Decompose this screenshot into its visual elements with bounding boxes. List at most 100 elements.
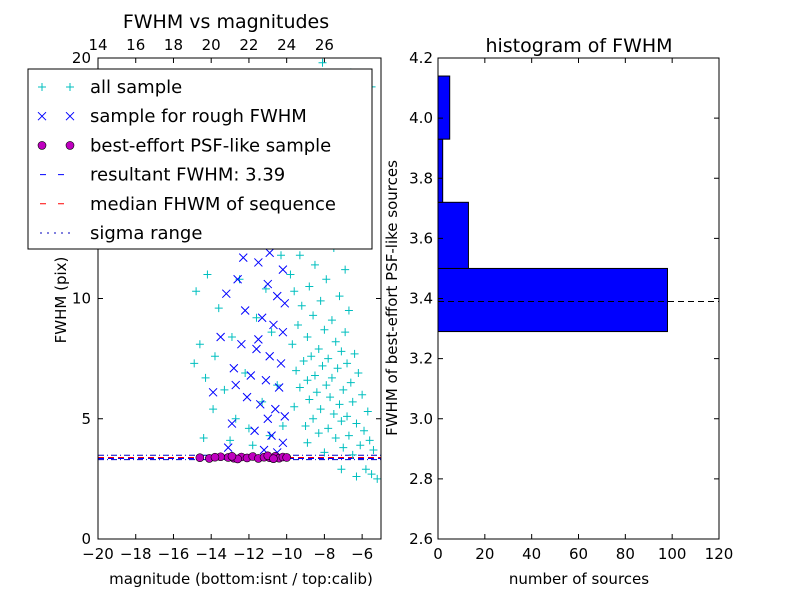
legend-label-2: best-effort PSF-like sample [90, 135, 331, 156]
legend-marker-2 [65, 141, 75, 150]
scatter-panel: FWHM vs magnitudes 14 16 18 20 22 24 26 −20 −18… [27, 11, 382, 588]
scatter-point-x [280, 298, 290, 308]
histogram-x-tick-label: 0 [433, 545, 443, 563]
scatter-y-tick-label: 20 [72, 49, 91, 67]
scatter-point-plus [248, 441, 257, 450]
scatter-point-plus [199, 433, 208, 442]
histogram-y-tick-label: 3.6 [409, 229, 433, 247]
scatter-point-x [216, 332, 225, 342]
scatter-point-plus [318, 58, 327, 67]
scatter-point-x [274, 383, 284, 392]
scatter-point-plus [299, 357, 308, 366]
histogram-bar [437, 267, 668, 333]
scatter-x-tick-label: −18 [120, 545, 152, 563]
scatter-point-x [261, 375, 271, 385]
histogram-y-tick-label: 3.0 [409, 410, 433, 428]
scatter-point-x [278, 265, 288, 274]
scatter-point-plus [360, 426, 369, 435]
scatter-point-plus [333, 364, 342, 373]
scatter-x-ticks: −20 −18 −16 −14 −12 −10 −8 −6 [82, 534, 373, 563]
scatter-point-circle [269, 454, 278, 463]
scatter-point-plus [354, 369, 363, 378]
scatter-point-plus [348, 450, 357, 459]
histogram-bar [437, 138, 444, 203]
scatter-point-plus [327, 373, 336, 382]
scatter-point-x [242, 392, 252, 402]
scatter-point-plus [312, 388, 321, 397]
scatter-point-x [233, 274, 242, 284]
scatter-point-plus [278, 421, 287, 430]
scatter-point-plus [314, 345, 323, 354]
scatter-x-label: magnitude (bottom:isnt / top:calib) [109, 570, 373, 588]
scatter-point-plus [348, 397, 357, 406]
histogram-y-tick-label: 3.4 [409, 290, 433, 308]
scatter-point-x [238, 253, 248, 262]
scatter-point-plus [231, 414, 240, 423]
scatter-point-x [255, 399, 265, 409]
legend-label-1: sample for rough FWHM [90, 106, 307, 127]
top-axis-tick-label: 16 [126, 36, 145, 54]
scatter-point-plus [369, 446, 378, 455]
scatter-point-x [254, 335, 263, 344]
scatter-point-x [278, 438, 288, 448]
scatter-point-plus [220, 385, 229, 394]
histogram-bar [437, 75, 451, 140]
scatter-point-x [270, 404, 280, 414]
scatter-point-plus [286, 270, 295, 279]
scatter-point-plus [341, 265, 350, 274]
scatter-point-plus [358, 390, 367, 399]
scatter-point-plus [301, 421, 310, 430]
top-axis-tick-label: 20 [202, 36, 221, 54]
scatter-point-plus [226, 436, 235, 445]
histogram-y-tick-label: 3.8 [409, 169, 433, 187]
top-axis-tick-label: 24 [277, 36, 296, 54]
scatter-point-x [263, 414, 273, 424]
scatter-point-x [265, 351, 275, 361]
scatter-point-plus [337, 417, 346, 426]
scatter-y-label: FWHM (pix) [52, 257, 70, 344]
scatter-plot-area [98, 58, 381, 483]
scatter-point-plus [344, 431, 353, 440]
legend-marker-1 [37, 111, 47, 121]
scatter-point-plus [341, 328, 350, 337]
scatter-point-plus [331, 433, 340, 442]
scatter-y-tick-label: 5 [81, 410, 91, 428]
scatter-x-tick-label: −8 [313, 545, 335, 563]
legend-entries: all sample sample for rough FWHM best-effo… [37, 77, 336, 244]
scatter-point-plus [252, 313, 261, 322]
scatter-point-x [280, 411, 290, 421]
scatter-point-plus [227, 332, 236, 341]
scatter-point-plus [290, 402, 299, 411]
scatter-title: FWHM vs magnitudes [123, 11, 329, 33]
histogram-x-tick-label: 20 [475, 545, 494, 563]
scatter-point-plus [303, 332, 312, 341]
scatter-point-plus [363, 407, 372, 416]
scatter-point-plus [192, 287, 201, 296]
scatter-point-x [221, 289, 231, 299]
scatter-point-circle [227, 451, 237, 461]
legend-marker-0 [38, 83, 46, 91]
scatter-point-x [272, 291, 282, 301]
scatter-point-plus [327, 316, 336, 325]
histogram-x-ticks: 0 20 40 60 80 100 120 [433, 58, 733, 563]
scatter-point-x [229, 363, 239, 373]
scatter-point-plus [337, 465, 346, 474]
top-axis-tick-label: 18 [164, 36, 183, 54]
scatter-point-plus [288, 340, 297, 349]
top-axis-tick-label: 14 [88, 36, 107, 54]
scatter-point-plus [352, 472, 361, 481]
scatter-x-tick-label: −14 [195, 545, 227, 563]
scatter-point-plus [320, 448, 329, 457]
scatter-point-x [269, 320, 278, 330]
scatter-x-tick-label: −12 [233, 545, 265, 563]
scatter-point-plus [322, 275, 331, 284]
scatter-point-plus [195, 340, 204, 349]
scatter-point-plus [343, 412, 352, 421]
scatter-point-plus [316, 405, 325, 414]
scatter-point-x [267, 431, 276, 440]
scatter-point-plus [310, 371, 319, 380]
scatter-point-plus [324, 424, 333, 433]
scatter-point-plus [318, 361, 327, 370]
scatter-point-plus [335, 292, 344, 301]
scatter-point-plus [210, 352, 219, 361]
